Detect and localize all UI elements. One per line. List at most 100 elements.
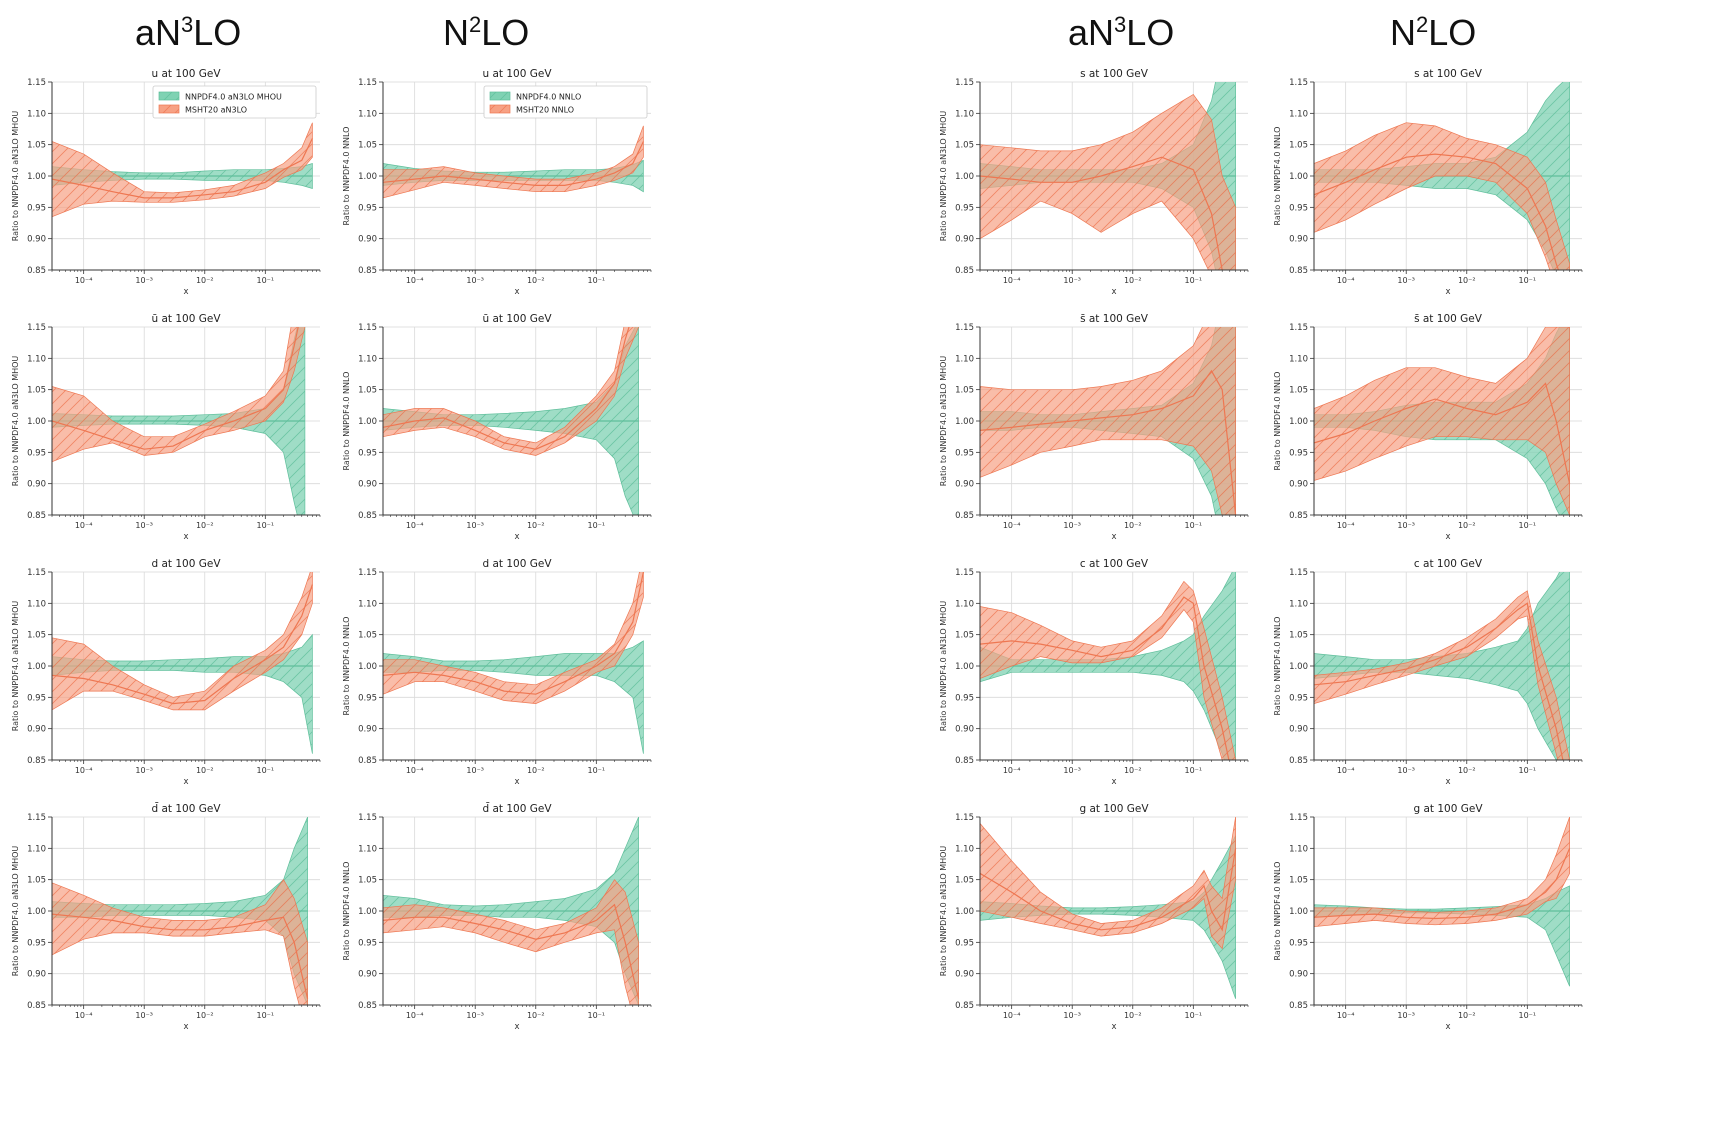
x-tick-label: 10⁻⁴: [1337, 766, 1355, 775]
bands-4: [52, 327, 306, 515]
panel-title: s̄ at 100 GeV: [1414, 313, 1483, 325]
y-tick-label: 1.10: [955, 109, 974, 119]
legend-swatch-hatch: [159, 92, 179, 100]
x-tick-label: 10⁻⁴: [75, 521, 93, 530]
x-axis-label: x: [1445, 532, 1450, 542]
bands-10: [980, 572, 1236, 760]
legend-box: [152, 85, 317, 119]
y-tick-label: 0.95: [1289, 448, 1308, 458]
y-axis-label: Ratio to NNPDF4.0 NNLO: [342, 127, 351, 226]
central-line-msht: [383, 903, 640, 999]
chart-panel-8: 0.85 0.90 0.95 1.00 1.05 1.10 1.15 10⁻⁴ 10⁻³ 10⁻²…: [11, 558, 321, 787]
chart-panel-5: 0.85 0.90 0.95 1.00 1.05 1.10 1.15 10⁻⁴ 10⁻³ 10⁻²…: [342, 313, 652, 542]
y-axis-label: Ratio to NNPDF4.0 NNLO: [342, 617, 351, 716]
y-tick-label: 1.10: [358, 354, 377, 364]
band-hatch-msht: [1314, 327, 1570, 515]
y-tick-label: 0.85: [27, 266, 46, 276]
y-tick-label: 0.85: [358, 266, 377, 276]
y-tick-label: 1.00: [358, 662, 377, 672]
legend-label: MSHT20 aN3LO: [185, 106, 247, 115]
chart-panel-14: 0.85 0.90 0.95 1.00 1.05 1.10 1.15 10⁻⁴ 10⁻³ 10⁻²…: [939, 803, 1249, 1032]
x-tick-label: 10⁻⁴: [1337, 521, 1355, 530]
y-tick-label: 1.15: [358, 813, 377, 823]
heading-an3lo-left: aN3LO: [135, 12, 242, 53]
x-tick-label: 10⁻¹: [588, 521, 606, 530]
central-line-msht: [980, 596, 1230, 760]
central-line-msht: [980, 369, 1237, 515]
y-tick-label: 1.05: [358, 876, 377, 886]
y-tick-label: 0.95: [358, 693, 377, 703]
x-tick-label: 10⁻¹: [1519, 521, 1537, 530]
y-tick-label: 1.10: [955, 599, 974, 609]
y-tick-label: 0.85: [1289, 756, 1308, 766]
y-tick-label: 0.95: [27, 938, 46, 948]
y-tick-label: 0.95: [27, 448, 46, 458]
x-tick-label: 10⁻³: [466, 521, 484, 530]
x-tick-label: 10⁻⁴: [1337, 1011, 1355, 1020]
y-tick-label: 1.15: [1289, 568, 1308, 578]
band-hatch-nnpdf: [980, 572, 1236, 760]
central-line-msht: [1314, 848, 1571, 920]
y-axis-label: Ratio to NNPDF4.0 aN3LO MHOU: [11, 356, 20, 487]
y-tick-label: 1.15: [358, 568, 377, 578]
x-tick-label: 10⁻²: [196, 1011, 214, 1020]
y-tick-label: 0.95: [955, 448, 974, 458]
panel-title: u at 100 GeV: [151, 68, 221, 80]
y-tick-label: 0.90: [955, 235, 974, 245]
x-tick-label: 10⁻³: [1063, 766, 1081, 775]
chart-panel-7: 0.85 0.90 0.95 1.00 1.05 1.10 1.15 10⁻⁴ 10⁻³ 10⁻²…: [1273, 313, 1583, 542]
central-line-msht: [52, 584, 313, 705]
x-axis-label: x: [183, 287, 188, 297]
y-tick-label: 0.90: [955, 480, 974, 490]
bands-14: [980, 817, 1237, 999]
central-line-msht: [383, 141, 644, 186]
x-tick-label: 10⁻⁴: [1003, 276, 1021, 285]
x-tick-label: 10⁻²: [527, 276, 545, 285]
x-tick-label: 10⁻⁴: [406, 276, 424, 285]
x-tick-label: 10⁻²: [527, 766, 545, 775]
chart-panel-9: 0.85 0.90 0.95 1.00 1.05 1.10 1.15 10⁻⁴ 10⁻³ 10⁻²…: [342, 558, 652, 787]
panel-title: d̄ at 100 GeV: [151, 802, 221, 815]
x-tick-label: 10⁻¹: [588, 1011, 606, 1020]
y-tick-label: 1.15: [955, 78, 974, 88]
y-tick-label: 0.95: [358, 448, 377, 458]
x-tick-label: 10⁻³: [1397, 276, 1415, 285]
y-tick-label: 0.90: [358, 970, 377, 980]
x-tick-label: 10⁻¹: [1185, 276, 1203, 285]
y-tick-label: 1.10: [358, 844, 377, 854]
x-tick-label: 10⁻¹: [257, 276, 275, 285]
y-tick-label: 0.90: [358, 235, 377, 245]
x-tick-label: 10⁻¹: [1185, 521, 1203, 530]
y-tick-label: 1.00: [27, 417, 46, 427]
chart-panel-3: 0.85 0.90 0.95 1.00 1.05 1.10 1.15 10⁻⁴ 10⁻³ 10⁻²…: [1273, 68, 1583, 297]
y-axis-label: Ratio to NNPDF4.0 aN3LO MHOU: [939, 601, 948, 732]
y-tick-label: 0.90: [27, 725, 46, 735]
y-axis-label: Ratio to NNPDF4.0 NNLO: [1273, 127, 1282, 226]
x-tick-label: 10⁻²: [1124, 766, 1142, 775]
chart-panel-4: 0.85 0.90 0.95 1.00 1.05 1.10 1.15 10⁻⁴ 10⁻³ 10⁻²…: [11, 313, 321, 542]
y-tick-label: 1.00: [27, 172, 46, 182]
band-hatch-nnpdf: [980, 835, 1236, 999]
bands-6: [980, 327, 1237, 515]
y-tick-label: 0.95: [27, 693, 46, 703]
band-hatch-msht: [980, 327, 1236, 515]
x-tick-label: 10⁻²: [527, 1011, 545, 1020]
y-tick-label: 0.85: [1289, 266, 1308, 276]
band-hatch-msht: [1314, 590, 1570, 760]
x-axis-label: x: [1111, 532, 1116, 542]
panel-title: c at 100 GeV: [1080, 558, 1149, 570]
y-tick-label: 0.95: [358, 203, 377, 213]
y-tick-label: 0.90: [27, 480, 46, 490]
x-axis-label: x: [514, 1022, 519, 1032]
y-axis-label: Ratio to NNPDF4.0 aN3LO MHOU: [11, 601, 20, 732]
band-hatch-msht: [52, 572, 313, 710]
central-line-msht: [980, 848, 1237, 932]
x-axis-label: x: [1445, 287, 1450, 297]
chart-panel-0: 0.85 0.90 0.95 1.00 1.05 1.10 1.15 10⁻⁴ 10⁻³ 10⁻²…: [11, 68, 321, 297]
legend-swatch-hatch: [490, 92, 510, 100]
bands-12: [52, 817, 309, 1005]
y-tick-label: 1.05: [1289, 876, 1308, 886]
bands-3: [1314, 82, 1570, 270]
y-tick-label: 1.05: [1289, 141, 1308, 151]
